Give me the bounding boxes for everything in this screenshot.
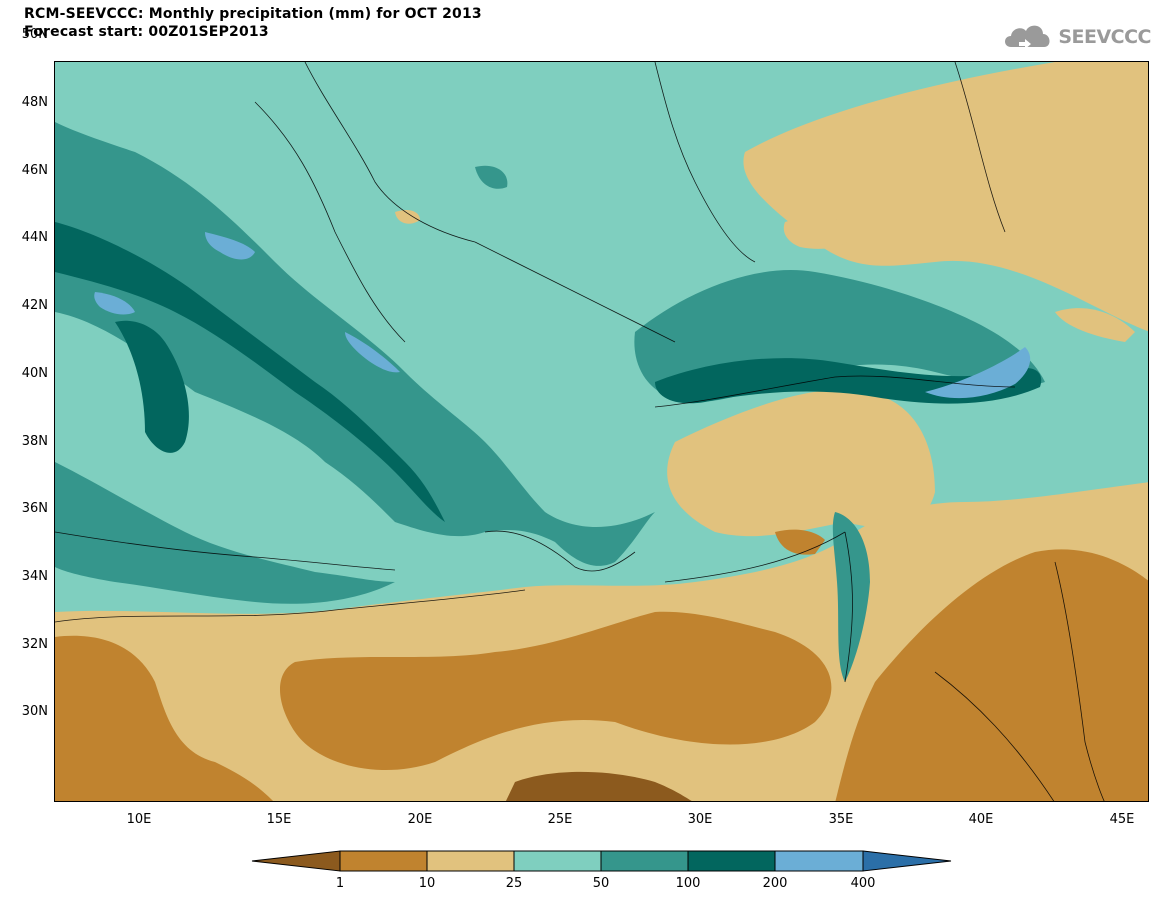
colorbar-seg-50-100 <box>600 850 689 872</box>
colorbar-label-200: 200 <box>762 876 788 891</box>
lon-label-45E: 45E <box>1109 812 1135 827</box>
colorbar-seg-1-10 <box>339 850 428 872</box>
lat-label-46N: 46N <box>21 163 48 178</box>
lon-label-40E: 40E <box>968 812 994 827</box>
lon-label-25E: 25E <box>547 812 573 827</box>
seevccc-logo: SEEVCCC <box>1001 20 1151 54</box>
precipitation-field <box>55 62 1148 801</box>
colorbar-seg-100-200 <box>687 850 776 872</box>
map-title: RCM-SEEVCCC: Monthly precipitation (mm) … <box>24 6 482 22</box>
colorbar-seg-lt1 <box>251 850 341 872</box>
lon-label-20E: 20E <box>407 812 433 827</box>
lon-label-35E: 35E <box>828 812 854 827</box>
lat-label-38N: 38N <box>21 434 48 449</box>
lat-label-34N: 34N <box>21 569 48 584</box>
colorbar-seg-gt400 <box>862 850 952 872</box>
precipitation-colorbar <box>251 850 952 872</box>
precipitation-map <box>54 61 1149 802</box>
logo-text: SEEVCCC <box>1058 26 1151 48</box>
colorbar-label-10: 10 <box>418 876 436 891</box>
colorbar-label-25: 25 <box>505 876 523 891</box>
lon-label-15E: 15E <box>266 812 292 827</box>
lon-label-10E: 10E <box>126 812 152 827</box>
lat-label-42N: 42N <box>21 298 48 313</box>
colorbar-label-400: 400 <box>850 876 876 891</box>
colorbar-seg-10-25 <box>426 850 515 872</box>
colorbar-label-1: 1 <box>335 876 345 891</box>
colorbar-seg-200-400 <box>774 850 864 872</box>
cloud-icon <box>1005 25 1050 49</box>
colorbar-label-50: 50 <box>592 876 610 891</box>
lat-label-32N: 32N <box>21 637 48 652</box>
lat-label-40N: 40N <box>21 366 48 381</box>
lat-label-30N: 30N <box>21 704 48 719</box>
colorbar-label-100: 100 <box>675 876 701 891</box>
lat-label-44N: 44N <box>21 230 48 245</box>
lat-label-36N: 36N <box>21 501 48 516</box>
forecast-start-label: Forecast start: 00Z01SEP2013 <box>24 24 269 40</box>
colorbar-seg-25-50 <box>513 850 602 872</box>
lat-label-48N: 48N <box>21 95 48 110</box>
lon-label-30E: 30E <box>687 812 713 827</box>
lat-label-50N: 50N <box>21 27 48 42</box>
